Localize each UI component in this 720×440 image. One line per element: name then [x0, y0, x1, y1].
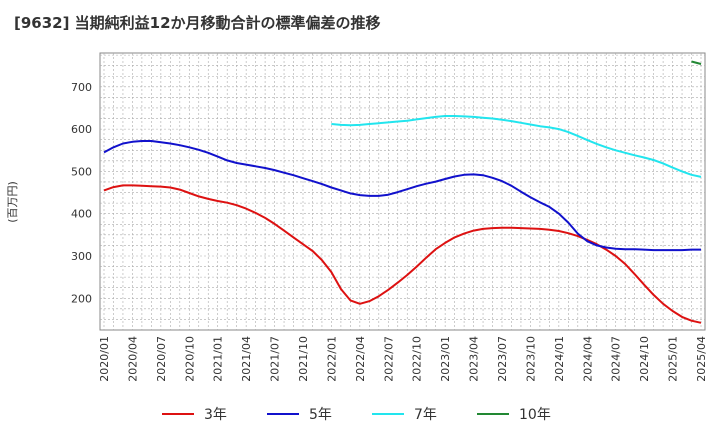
x-tick-label: 2023/10: [524, 336, 537, 382]
x-tick-label: 2023/01: [439, 336, 452, 382]
x-tick-label: 2025/04: [695, 336, 708, 382]
x-tick-label: 2022/10: [411, 336, 424, 382]
y-axis: 200 300 400 500 600 700: [71, 81, 92, 305]
x-tick-label: 2022/01: [325, 336, 338, 382]
x-tick-label: 2021/10: [297, 336, 310, 382]
chart-title: [9632] 当期純利益12か月移動合計の標準偏差の推移: [14, 14, 381, 32]
series-line: [331, 115, 702, 178]
x-tick-label: 2021/04: [240, 336, 253, 382]
y-tick-label: 200: [71, 292, 92, 305]
legend-label: 5年: [309, 407, 332, 423]
y-tick-label: 500: [71, 165, 92, 178]
x-tick-label: 2025/01: [667, 336, 680, 382]
x-tick-label: 2024/04: [581, 336, 594, 382]
y-axis-label: (百万円): [6, 181, 19, 223]
series-lines: [103, 60, 702, 324]
x-tick-label: 2020/10: [183, 336, 196, 382]
x-tick-label: 2024/10: [638, 336, 651, 382]
series-line: [103, 140, 701, 252]
y-tick-label: 700: [71, 81, 92, 94]
x-tick-label: 2023/04: [468, 336, 481, 382]
legend-label: 3年: [204, 407, 227, 423]
x-tick-label: 2024/01: [553, 336, 566, 382]
y-tick-label: 300: [71, 250, 92, 263]
x-tick-label: 2022/07: [382, 336, 395, 382]
x-tick-label: 2021/07: [269, 336, 282, 382]
x-tick-label: 2020/01: [98, 336, 111, 382]
legend-label: 10年: [519, 407, 551, 423]
y-tick-label: 600: [71, 123, 92, 136]
x-tick-label: 2020/07: [155, 336, 168, 382]
legend-label: 7年: [414, 407, 437, 423]
x-axis: 2020/01 2020/04 2020/07 2020/10 2021/01 2021/…: [98, 336, 708, 382]
x-tick-label: 2020/04: [126, 336, 139, 382]
x-tick-label: 2021/01: [212, 336, 225, 382]
y-tick-label: 400: [71, 208, 92, 221]
x-tick-label: 2024/07: [610, 336, 623, 382]
x-tick-label: 2022/04: [354, 336, 367, 382]
legend: 3年 5年 7年 10年: [162, 407, 551, 423]
series-line: [691, 60, 702, 65]
x-tick-label: 2023/07: [496, 336, 509, 382]
grid: [100, 53, 705, 330]
